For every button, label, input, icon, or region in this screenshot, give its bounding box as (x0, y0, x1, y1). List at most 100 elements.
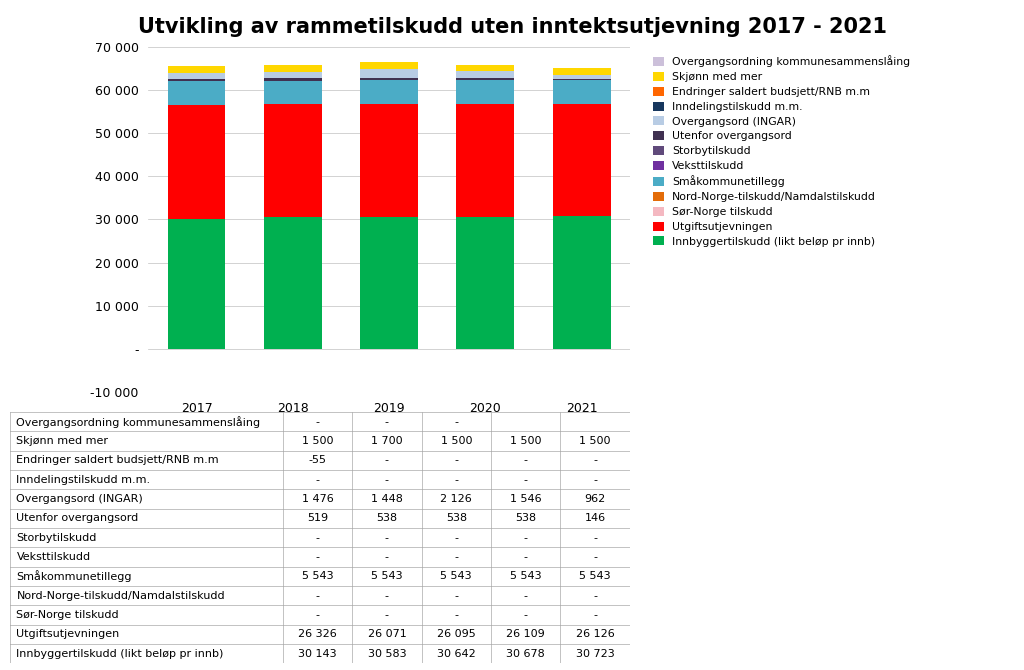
Text: -: - (593, 456, 597, 466)
Text: -: - (523, 552, 527, 562)
Text: 5 543: 5 543 (510, 572, 542, 582)
Text: -: - (455, 474, 459, 484)
Text: -: - (385, 533, 389, 543)
Text: 538: 538 (377, 513, 397, 523)
Text: 26 095: 26 095 (437, 629, 476, 639)
Text: 1 448: 1 448 (371, 494, 402, 504)
Bar (264, 105, 322, 217)
Text: -: - (593, 533, 597, 543)
Text: 538: 538 (515, 513, 537, 523)
Text: -: - (593, 610, 597, 620)
Bar (360, 62, 418, 69)
Bar (168, 81, 225, 105)
Bar (264, 78, 322, 80)
Text: Innbyggertilskudd (likt beløp pr innb): Innbyggertilskudd (likt beløp pr innb) (16, 649, 224, 659)
Text: 30 642: 30 642 (437, 649, 476, 659)
Text: 146: 146 (585, 513, 605, 523)
Bar (553, 75, 610, 79)
Bar (457, 80, 514, 104)
Bar (360, 216, 418, 349)
Text: 30 678: 30 678 (506, 649, 545, 659)
Text: -: - (315, 417, 319, 427)
Text: -: - (385, 552, 389, 562)
Text: -: - (315, 533, 319, 543)
Text: -: - (455, 533, 459, 543)
Legend: Overgangsordning kommunesammenslåing, Skjønn med mer, Endringer saldert budsjett: Overgangsordning kommunesammenslåing, Sk… (649, 52, 913, 250)
Bar (553, 216, 610, 349)
Text: 5 543: 5 543 (440, 572, 472, 582)
Text: -: - (455, 552, 459, 562)
Text: 26 071: 26 071 (368, 629, 407, 639)
Bar (457, 78, 514, 80)
Text: -: - (385, 591, 389, 601)
Text: 26 326: 26 326 (298, 629, 337, 639)
Text: Inndelingstilskudd m.m.: Inndelingstilskudd m.m. (16, 474, 151, 484)
Bar (360, 78, 418, 80)
Text: -: - (385, 456, 389, 466)
Text: -: - (315, 474, 319, 484)
Text: Veksttilskudd: Veksttilskudd (16, 552, 90, 562)
Bar (457, 104, 514, 216)
Text: 5 543: 5 543 (302, 572, 334, 582)
Text: -: - (455, 591, 459, 601)
Text: -: - (385, 417, 389, 427)
Text: -: - (385, 610, 389, 620)
Text: 1 700: 1 700 (371, 436, 402, 446)
Text: -: - (315, 610, 319, 620)
Text: -: - (523, 533, 527, 543)
Text: 1 500: 1 500 (580, 436, 611, 446)
Text: -: - (593, 552, 597, 562)
Text: Overgangsordning kommunesammenslåing: Overgangsordning kommunesammenslåing (16, 416, 260, 427)
Text: 26 126: 26 126 (575, 629, 614, 639)
Bar (553, 104, 610, 216)
Text: 30 583: 30 583 (368, 649, 407, 659)
Bar (457, 64, 514, 71)
Text: 538: 538 (445, 513, 467, 523)
Text: 1 500: 1 500 (302, 436, 333, 446)
Bar (457, 216, 514, 349)
Bar (360, 69, 418, 78)
Text: Storbytilskudd: Storbytilskudd (16, 533, 97, 543)
Bar (360, 80, 418, 104)
Text: 1 476: 1 476 (302, 494, 334, 504)
Bar (553, 68, 610, 75)
Bar (168, 105, 225, 219)
Text: -: - (455, 610, 459, 620)
Text: Utenfor overgangsord: Utenfor overgangsord (16, 513, 138, 523)
Text: -: - (593, 474, 597, 484)
Text: 5 543: 5 543 (371, 572, 402, 582)
Text: 962: 962 (585, 494, 605, 504)
Text: Skjønn med mer: Skjønn med mer (16, 436, 109, 446)
Text: 1 500: 1 500 (440, 436, 472, 446)
Text: Endringer saldert budsjett/RNB m.m: Endringer saldert budsjett/RNB m.m (16, 456, 219, 466)
Text: -: - (593, 591, 597, 601)
Bar (168, 79, 225, 81)
Bar (360, 104, 418, 216)
Text: 30 723: 30 723 (575, 649, 614, 659)
Text: 2 126: 2 126 (440, 494, 472, 504)
Bar (168, 219, 225, 349)
Text: -: - (523, 591, 527, 601)
Bar (168, 73, 225, 79)
Text: 5 543: 5 543 (580, 572, 611, 582)
Bar (264, 72, 322, 78)
Text: Utgiftsutjevningen: Utgiftsutjevningen (16, 629, 120, 639)
Bar (264, 65, 322, 72)
Text: Nord-Norge-tilskudd/Namdalstilskudd: Nord-Norge-tilskudd/Namdalstilskudd (16, 591, 225, 601)
Text: Sør-Norge tilskudd: Sør-Norge tilskudd (16, 610, 119, 620)
Bar (264, 217, 322, 349)
Bar (168, 66, 225, 73)
Text: -: - (315, 591, 319, 601)
Bar (264, 80, 322, 105)
Text: -: - (523, 456, 527, 466)
Text: Småkommunetillegg: Småkommunetillegg (16, 570, 132, 582)
Text: -55: -55 (308, 456, 327, 466)
Text: 1 500: 1 500 (510, 436, 542, 446)
Text: -: - (455, 456, 459, 466)
Text: -: - (523, 610, 527, 620)
Text: 30 143: 30 143 (298, 649, 337, 659)
Bar (457, 71, 514, 78)
Text: Overgangsord (INGAR): Overgangsord (INGAR) (16, 494, 143, 504)
Text: -: - (523, 474, 527, 484)
Text: 26 109: 26 109 (506, 629, 545, 639)
